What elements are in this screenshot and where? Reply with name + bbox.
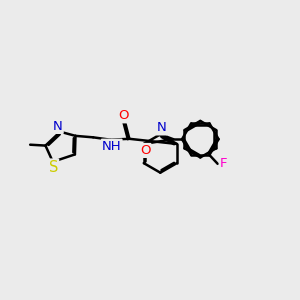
Text: O: O bbox=[140, 144, 151, 157]
Text: O: O bbox=[118, 109, 129, 122]
Text: NH: NH bbox=[102, 140, 122, 153]
Text: N: N bbox=[157, 122, 166, 134]
Text: F: F bbox=[220, 157, 227, 170]
Text: S: S bbox=[49, 160, 58, 175]
Text: N: N bbox=[53, 120, 63, 133]
